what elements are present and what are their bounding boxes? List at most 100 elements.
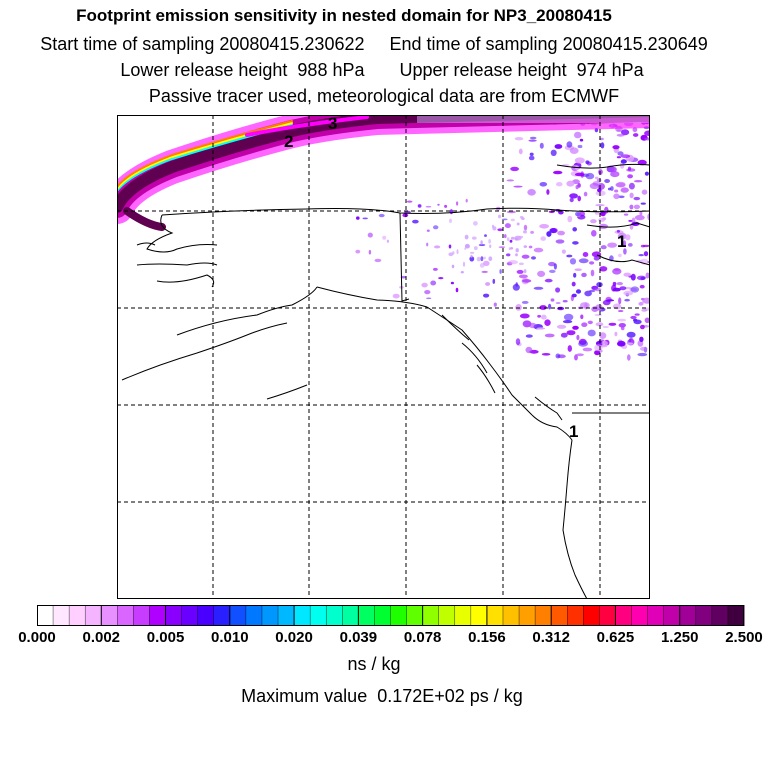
- sensitivity-speckle: [606, 299, 615, 302]
- sensitivity-speckle: [563, 313, 574, 321]
- sensitivity-speckle: [618, 195, 625, 199]
- sensitivity-speckle: [480, 256, 484, 262]
- sensitivity-speckle: [528, 245, 533, 249]
- sensitivity-speckle: [540, 236, 546, 241]
- colorbar-cell: [422, 605, 440, 626]
- sensitivity-speckle: [620, 154, 631, 159]
- colorbar-cell: [470, 605, 488, 626]
- sensitivity-speckle: [523, 224, 528, 231]
- sensitivity-speckle: [616, 133, 625, 137]
- sensitivity-speckle: [555, 302, 561, 304]
- colorbar-cell: [101, 605, 118, 626]
- sensitivity-speckle: [619, 286, 627, 291]
- sensitivity-speckle: [617, 340, 626, 347]
- sensitivity-speckle: [572, 227, 577, 232]
- sensitivity-speckle: [556, 324, 567, 329]
- sensitivity-speckle: [595, 322, 604, 327]
- sensitivity-speckle: [638, 301, 644, 306]
- sensitivity-speckle: [426, 297, 432, 300]
- sensitivity-speckle: [582, 347, 593, 352]
- sensitivity-speckle: [623, 272, 631, 277]
- release-height-line: Lower release height 988 hPa Upper relea…: [120, 60, 644, 80]
- sensitivity-speckle: [493, 302, 497, 307]
- contour-label-1b: 1: [569, 422, 578, 441]
- sensitivity-speckle: [633, 196, 641, 201]
- colorbar-cell: [278, 605, 295, 626]
- sensitivity-speckle: [634, 214, 645, 221]
- sensitivity-speckle: [539, 182, 548, 187]
- sensitivity-speckle: [617, 151, 624, 156]
- sensitivity-speckle: [617, 318, 627, 322]
- sensitivity-speckle: [549, 269, 556, 273]
- sensitivity-speckle: [575, 289, 582, 294]
- sensitivity-speckle: [574, 131, 582, 139]
- sensitivity-speckle: [522, 320, 532, 328]
- maximum-value: Maximum value 0.172E+02 ps / kg: [241, 686, 523, 706]
- sampling-time-line: Start time of sampling 20080415.230622 E…: [40, 34, 708, 54]
- sensitivity-speckle: [550, 149, 557, 156]
- sensitivity-speckle: [573, 272, 577, 278]
- sensitivity-speckle: [642, 297, 650, 304]
- sensitivity-speckle: [548, 261, 556, 267]
- colorbar-cell: [631, 605, 649, 626]
- sensitivity-speckle: [499, 269, 502, 274]
- contour-label-3: 3: [328, 115, 337, 133]
- sensitivity-speckle: [368, 249, 372, 255]
- sensitivity-speckle: [356, 216, 360, 220]
- sensitivity-speckle: [634, 313, 640, 316]
- sensitivity-speckle: [594, 313, 602, 317]
- sensitivity-speckle: [567, 215, 573, 223]
- sensitivity-speckle: [594, 176, 599, 180]
- sensitivity-speckle: [550, 227, 558, 234]
- sensitivity-speckle: [618, 253, 622, 258]
- sensitivity-speckle: [576, 334, 580, 341]
- sensitivity-speckle: [450, 281, 454, 285]
- sensitivity-speckle: [483, 260, 490, 266]
- sensitivity-speckle: [367, 232, 373, 238]
- sensitivity-speckle: [598, 169, 603, 175]
- sensitivity-speckle: [430, 280, 437, 286]
- sensitivity-speckle: [614, 189, 619, 193]
- sensitivity-speckle: [464, 234, 469, 240]
- sensitivity-speckle: [569, 197, 574, 203]
- sensitivity-speckle: [577, 144, 583, 149]
- sensitivity-speckle: [451, 264, 455, 269]
- colorbar-cell: [599, 605, 616, 626]
- colorbar-cell: [85, 605, 102, 626]
- sensitivity-speckle: [355, 249, 361, 254]
- sensitivity-speckle: [599, 332, 607, 339]
- colorbar-cell: [454, 605, 472, 626]
- sensitivity-speckle: [485, 282, 491, 286]
- sensitivity-speckle: [618, 310, 624, 312]
- sensitivity-speckle: [616, 282, 623, 286]
- colorbar-cell: [374, 605, 391, 626]
- sensitivity-speckle: [579, 138, 584, 142]
- sensitivity-speckle: [562, 300, 568, 303]
- sensitivity-speckle: [519, 313, 530, 319]
- sensitivity-speckle: [449, 209, 454, 215]
- sensitivity-speckle: [386, 239, 389, 243]
- sensitivity-speckle: [599, 266, 608, 272]
- sensitivity-speckle: [469, 251, 475, 254]
- sensitivity-speckle: [616, 229, 620, 233]
- colorbar-tick-label: 0.005: [146, 629, 185, 646]
- colorbar-cell: [197, 605, 215, 626]
- sensitivity-speckle: [610, 186, 614, 191]
- sensitivity-speckle: [629, 192, 634, 199]
- sensitivity-speckle: [434, 245, 441, 249]
- sensitivity-speckle: [641, 309, 648, 312]
- sensitivity-speckle: [479, 263, 485, 268]
- sensitivity-speckle: [600, 142, 605, 149]
- colorbar-cell: [711, 605, 729, 626]
- sensitivity-speckle: [481, 270, 489, 273]
- sensitivity-speckle: [594, 212, 600, 215]
- sensitivity-speckle: [614, 172, 619, 176]
- sensitivity-speckle: [641, 189, 648, 195]
- sensitivity-speckle: [498, 246, 506, 249]
- colorbar-cell: [647, 605, 665, 626]
- sensitivity-speckle: [406, 200, 413, 203]
- sensitivity-speckle: [539, 142, 544, 149]
- sensitivity-speckle: [533, 286, 544, 290]
- sensitivity-speckle: [627, 174, 633, 179]
- colorbar-tick-label: 1.250: [660, 629, 699, 646]
